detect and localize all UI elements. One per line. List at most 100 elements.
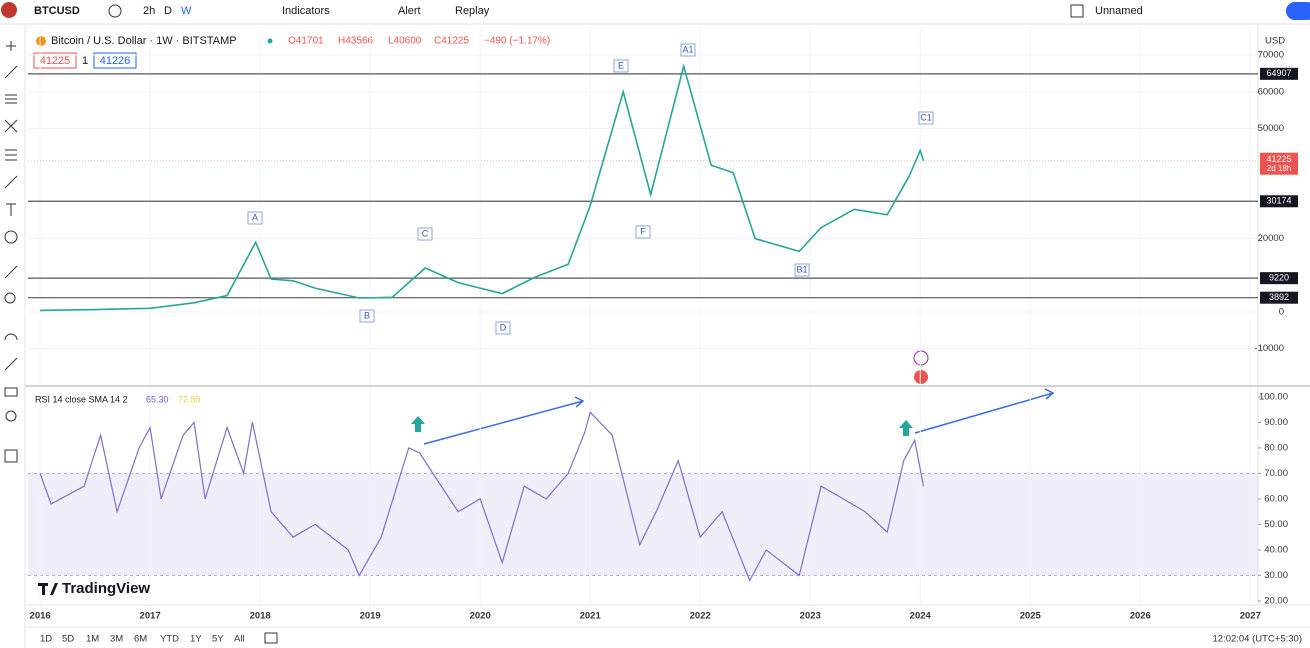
rsi-line bbox=[39, 411, 925, 582]
currency: USD bbox=[1265, 36, 1285, 47]
level-label: 9220 bbox=[1269, 273, 1289, 283]
y-tick-label: 50000 bbox=[1258, 123, 1284, 134]
y-tick-label: 20000 bbox=[1258, 233, 1284, 244]
wave-label-box bbox=[417, 227, 433, 241]
x-tick-label: 2017 bbox=[140, 611, 161, 622]
clock: 12:02:04 (UTC+5:30) bbox=[1212, 634, 1302, 645]
symbol[interactable]: BTCUSD bbox=[34, 5, 80, 17]
wave-label: B1 bbox=[796, 264, 807, 274]
watermark-logo bbox=[38, 583, 58, 595]
level-label: 30174 bbox=[1266, 196, 1291, 206]
last-price-bg bbox=[1260, 152, 1298, 175]
y-tick-label: 0 bbox=[1279, 307, 1284, 318]
x-tick-label: 2024 bbox=[910, 611, 932, 622]
level-label-bg bbox=[1260, 195, 1298, 208]
alert-button[interactable]: Alert bbox=[398, 5, 421, 17]
y-tick-label: 40.00 bbox=[1264, 544, 1288, 555]
indicators-button[interactable]: Indicators bbox=[282, 5, 330, 17]
y-tick-label: 100.00 bbox=[1259, 391, 1288, 402]
range-buttons: 1D 5D 1M 3M 6M YTD 1Y 5Y All bbox=[40, 634, 245, 645]
level-label: 64907 bbox=[1266, 68, 1291, 78]
ohlc-value: C41225 bbox=[434, 36, 469, 47]
ask-box[interactable] bbox=[93, 52, 137, 69]
rsi-reading: 72.88 bbox=[178, 394, 201, 404]
ohlc-value: −490 (−1.17%) bbox=[484, 36, 550, 47]
wave-label: D bbox=[500, 322, 507, 332]
y-tick-label: 70.00 bbox=[1264, 468, 1288, 479]
level-label-bg bbox=[1260, 291, 1298, 304]
range-button[interactable]: 5D bbox=[62, 634, 74, 645]
drawing-tools[interactable] bbox=[4, 41, 18, 463]
y-tick-label: 50.00 bbox=[1264, 519, 1288, 530]
market-status bbox=[267, 38, 273, 44]
wave-label: A1 bbox=[682, 44, 693, 54]
wave-label-box bbox=[495, 321, 511, 335]
wave-label: E bbox=[618, 60, 624, 70]
ohlc-value: H43566 bbox=[338, 36, 373, 47]
wave-label-box bbox=[794, 263, 810, 277]
symbol-logo bbox=[36, 36, 46, 46]
wave-label-box bbox=[359, 309, 375, 323]
x-tick-label: 2023 bbox=[800, 611, 821, 622]
wave-label-box bbox=[918, 111, 934, 125]
bid: 41225 bbox=[40, 55, 71, 67]
top-toolbar bbox=[0, 0, 1310, 24]
bid-box[interactable] bbox=[33, 52, 77, 69]
wave-label-box bbox=[680, 43, 696, 57]
wave-label-box bbox=[635, 225, 651, 239]
date-picker[interactable] bbox=[264, 632, 278, 644]
left-toolbar bbox=[0, 25, 24, 648]
y-tick-label: 60.00 bbox=[1264, 493, 1288, 504]
range-button[interactable]: 3M bbox=[110, 634, 123, 645]
y-tick-label: -10000 bbox=[1254, 343, 1284, 354]
avatar[interactable] bbox=[1, 2, 17, 18]
range-button[interactable]: 5Y bbox=[212, 634, 224, 645]
level-label-bg bbox=[1260, 272, 1298, 285]
x-tick-label: 2018 bbox=[250, 611, 271, 622]
countdown: 2d 18h bbox=[1267, 164, 1291, 173]
spread: 1 bbox=[82, 55, 88, 67]
wave-label: A bbox=[252, 212, 258, 222]
rsi-reading: 65.30 bbox=[146, 394, 169, 404]
wave-label: F bbox=[640, 226, 646, 236]
checkbox[interactable] bbox=[1070, 4, 1084, 18]
y-tick-label: 20.00 bbox=[1264, 595, 1288, 606]
ohlc: O41701 H43566 L40600 C41225 −490 (−1.17%) bbox=[288, 36, 550, 47]
x-tick-label: 2019 bbox=[360, 611, 381, 622]
y-tick-label: 80.00 bbox=[1264, 442, 1288, 453]
last-price-label: 41225 bbox=[1266, 154, 1291, 164]
annotation-arrows bbox=[411, 350, 1055, 445]
x-tick-label: 2020 bbox=[470, 611, 491, 622]
y-tick-label: 90.00 bbox=[1264, 417, 1288, 428]
legend-title: Bitcoin / U.S. Dollar · 1W · BITSTAMP bbox=[51, 35, 237, 47]
wave-label-box bbox=[247, 211, 263, 225]
rsi-band bbox=[28, 473, 1258, 576]
x-tick-label: 2021 bbox=[580, 611, 602, 622]
wave-label: C bbox=[422, 228, 429, 238]
x-tick-label: 2022 bbox=[690, 611, 711, 622]
publish-button[interactable] bbox=[1286, 2, 1310, 20]
range-button[interactable]: All bbox=[234, 634, 245, 645]
wave-label: C1 bbox=[920, 112, 932, 122]
price-line bbox=[40, 63, 925, 312]
rsi-title: RSI 14 close SMA 14 2 bbox=[35, 394, 128, 404]
range-button[interactable]: 1D bbox=[40, 634, 52, 645]
x-tick-label: 2016 bbox=[30, 611, 51, 622]
range-button[interactable]: YTD bbox=[160, 634, 179, 645]
x-tick-label: 2027 bbox=[1240, 611, 1261, 622]
replay-button[interactable]: Replay bbox=[455, 5, 490, 17]
layout-name[interactable]: Unnamed bbox=[1095, 5, 1143, 17]
y-tick-label: 70000 bbox=[1258, 50, 1284, 61]
range-button[interactable]: 1M bbox=[86, 634, 99, 645]
x-tick-label: 2026 bbox=[1130, 611, 1151, 622]
interval[interactable]: D bbox=[164, 5, 172, 17]
range-button[interactable]: 1Y bbox=[190, 634, 202, 645]
interval-active[interactable]: W bbox=[181, 5, 192, 17]
compare-button[interactable] bbox=[108, 4, 122, 18]
ohlc-value: L40600 bbox=[388, 36, 422, 47]
range-button[interactable]: 6M bbox=[134, 634, 147, 645]
y-tick-label: 30.00 bbox=[1264, 570, 1288, 581]
level-label: 3892 bbox=[1269, 292, 1289, 302]
interval[interactable]: 2h bbox=[143, 5, 155, 17]
